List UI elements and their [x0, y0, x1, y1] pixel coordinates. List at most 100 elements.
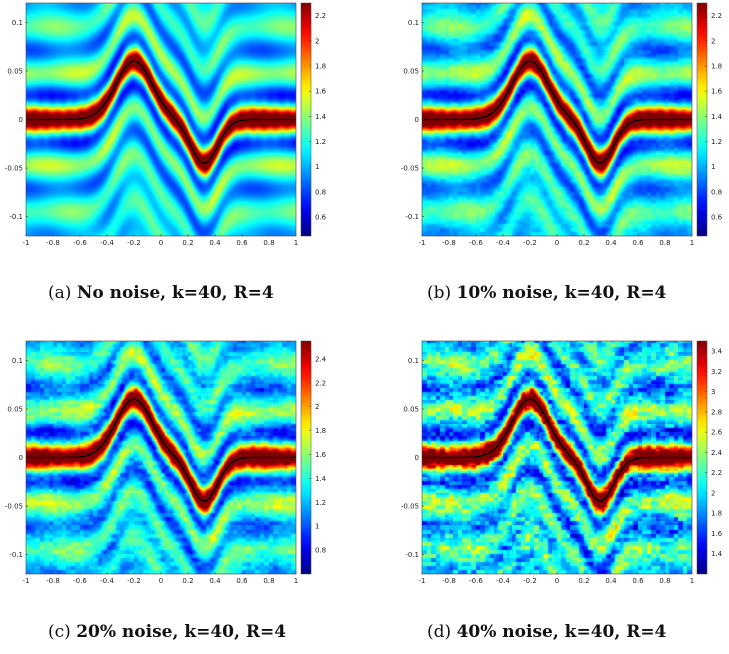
- x-tick-label: -0.4: [496, 239, 510, 247]
- caption-text: 20% noise, k=40, R=4: [76, 622, 287, 642]
- x-tick-label: 0.8: [263, 577, 274, 585]
- colorbar-tick-label: 2: [315, 37, 319, 45]
- y-tick-label: 0.05: [403, 405, 419, 413]
- y-tick-label: -0.05: [401, 165, 419, 173]
- colorbar-tick-label: 0.8: [315, 188, 326, 196]
- colorbar-tick-label: 2: [711, 37, 715, 45]
- colorbar-tick-label: 1.2: [315, 499, 326, 507]
- colorbar-tick-label: 2.2: [315, 12, 326, 20]
- x-tick-label: 0.2: [182, 577, 193, 585]
- colorbar-tick-label: 1.8: [315, 62, 326, 70]
- heatmap-panel-b: -1 -0.8 -0.6 -0.4 -0.2 0 0.2 0.4 0.6 0.8 1 0.1 0.05 0…: [396, 0, 729, 250]
- x-tick-label: 0.2: [578, 239, 589, 247]
- x-tick-label: 0: [555, 577, 559, 585]
- x-tick-label: 0.4: [605, 239, 617, 247]
- caption-text: 10% noise, k=40, R=4: [456, 283, 667, 303]
- caption-c: (c) 20% noise, k=40, R=4: [48, 622, 286, 642]
- colorbar-tick-label: 3: [711, 388, 715, 396]
- x-tick-label: 1: [294, 239, 298, 247]
- heatmap-chart-b: -1 -0.8 -0.6 -0.4 -0.2 0 0.2 0.4 0.6 0.8 1 0.1 0.05 0…: [401, 2, 723, 247]
- heatmap-panel-d: -1 -0.8 -0.6 -0.4 -0.2 0 0.2 0.4 0.6 0.8 1 0.1 0.05 0…: [396, 338, 729, 588]
- y-tick-label: -0.1: [405, 213, 419, 221]
- x-tick-label: 0.4: [209, 577, 221, 585]
- x-tick-label: -0.2: [523, 577, 537, 585]
- colorbar: [300, 340, 312, 575]
- x-tick-label: -0.8: [46, 239, 60, 247]
- colorbar-tick-label: 3.2: [711, 368, 722, 376]
- x-tick-label: -0.4: [496, 577, 510, 585]
- colorbar-tick-label: 1.8: [315, 427, 326, 435]
- heatmap-panel-c: -1 -0.8 -0.6 -0.4 -0.2 0 0.2 0.4 0.6 0.8 1 0.1 0.05 0…: [0, 338, 364, 588]
- y-tick-label: -0.1: [9, 213, 23, 221]
- x-tick-label: -0.6: [73, 577, 87, 585]
- plot-frame: [25, 2, 297, 237]
- heatmap-chart-a: -1 -0.8 -0.6 -0.4 -0.2 0 0.2 0.4 0.6 0.8 1 0.1 0.05 0…: [5, 2, 327, 247]
- reference-curve-line: [422, 398, 692, 502]
- x-tick-label: 0: [159, 577, 163, 585]
- x-tick-label: 0.6: [236, 577, 248, 585]
- y-tick-label: -0.1: [9, 551, 23, 559]
- colorbar-tick-label: 0.8: [711, 188, 722, 196]
- y-tick-label: 0: [19, 454, 23, 462]
- colorbar-tick-label: 2.4: [711, 449, 723, 457]
- x-tick-label: 0.8: [263, 239, 274, 247]
- colorbar-tick-label: 3.4: [711, 348, 723, 356]
- colorbar-tick-label: 1.4: [315, 113, 327, 121]
- colorbar-tick-label: 2.2: [711, 469, 722, 477]
- caption-a: (a) No noise, k=40, R=4: [48, 283, 274, 303]
- reference-curve-line: [26, 398, 296, 502]
- colorbar-tick-label: 0.8: [315, 547, 326, 555]
- x-tick-label: -0.4: [100, 577, 114, 585]
- x-tick-label: -0.2: [127, 577, 141, 585]
- colorbar-tick-label: 2: [315, 403, 319, 411]
- y-tick-label: -0.1: [405, 551, 419, 559]
- x-tick-label: 0.8: [659, 577, 670, 585]
- caption-b: (b) 10% noise, k=40, R=4: [427, 283, 666, 303]
- y-tick-label: 0: [415, 116, 419, 124]
- caption-label: (b): [427, 283, 452, 303]
- colorbar-tick-label: 1: [711, 163, 715, 171]
- colorbar-tick-label: 2: [711, 489, 715, 497]
- reference-curve-line: [422, 60, 692, 164]
- x-tick-label: 0.8: [659, 239, 670, 247]
- colorbar-tick-label: 1: [315, 163, 319, 171]
- y-tick-label: -0.05: [401, 503, 419, 511]
- colorbar-tick-label: 1.4: [711, 550, 723, 558]
- x-tick-label: -0.6: [469, 577, 483, 585]
- y-tick-label: -0.05: [5, 165, 23, 173]
- x-tick-label: 0.4: [209, 239, 221, 247]
- reference-curve-line: [26, 60, 296, 164]
- y-tick-label: 0.1: [408, 19, 419, 27]
- colorbar-tick-label: 0.6: [315, 214, 327, 222]
- colorbar-tick-label: 1.4: [711, 113, 723, 121]
- x-tick-label: -0.2: [523, 239, 537, 247]
- colorbar-tick-label: 1.4: [315, 475, 327, 483]
- colorbar-tick-label: 1.2: [315, 138, 326, 146]
- y-tick-label: 0.1: [12, 357, 23, 365]
- x-tick-label: -0.2: [127, 239, 141, 247]
- caption-label: (a): [48, 283, 72, 303]
- colorbar: [696, 340, 708, 575]
- colorbar-tick-label: 1.6: [711, 88, 723, 96]
- x-tick-label: 0.4: [605, 577, 617, 585]
- x-tick-label: 1: [690, 239, 694, 247]
- colorbar-tick-label: 2.6: [711, 429, 723, 437]
- x-tick-label: -0.6: [469, 239, 483, 247]
- y-tick-label: 0: [415, 454, 419, 462]
- colorbar-tick-label: 2.4: [315, 355, 327, 363]
- x-tick-label: -0.6: [73, 239, 87, 247]
- heatmap-chart-d: -1 -0.8 -0.6 -0.4 -0.2 0 0.2 0.4 0.6 0.8 1 0.1 0.05 0…: [401, 340, 723, 585]
- caption-text: 40% noise, k=40, R=4: [456, 622, 667, 642]
- y-tick-label: 0: [19, 116, 23, 124]
- y-tick-label: 0.1: [12, 19, 23, 27]
- x-tick-label: -0.8: [442, 577, 456, 585]
- colorbar-tick-label: 1.6: [315, 451, 327, 459]
- x-tick-label: 0.6: [236, 239, 248, 247]
- colorbar-tick-label: 1.6: [315, 88, 327, 96]
- x-tick-label: 0: [555, 239, 559, 247]
- x-tick-label: -0.4: [100, 239, 114, 247]
- colorbar-tick-label: 1.2: [711, 138, 722, 146]
- y-tick-label: 0.05: [7, 67, 23, 75]
- x-tick-label: -0.8: [46, 577, 60, 585]
- x-tick-label: 1: [690, 577, 694, 585]
